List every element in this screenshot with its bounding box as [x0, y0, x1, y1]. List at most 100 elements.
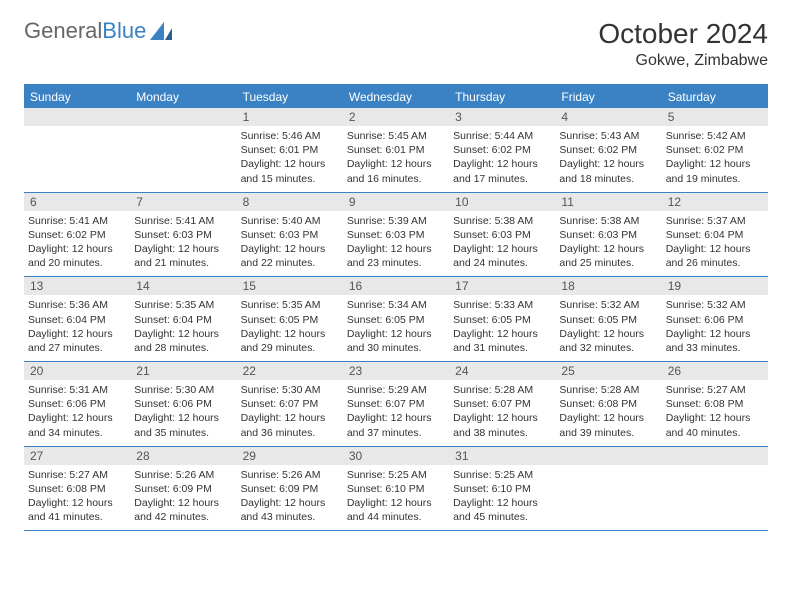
day-cell: 30Sunrise: 5:25 AMSunset: 6:10 PMDayligh…	[343, 447, 449, 531]
daylight-line: Daylight: 12 hours and 19 minutes.	[666, 158, 751, 184]
day-details: Sunrise: 5:26 AMSunset: 6:09 PMDaylight:…	[134, 468, 232, 525]
sunrise-line: Sunrise: 5:46 AM	[241, 130, 321, 142]
day-headers-row: SundayMondayTuesdayWednesdayThursdayFrid…	[24, 86, 768, 108]
day-number: 16	[343, 277, 449, 295]
day-number: 12	[662, 193, 768, 211]
sunset-line: Sunset: 6:03 PM	[241, 229, 319, 241]
sunset-line: Sunset: 6:02 PM	[453, 144, 531, 156]
day-number	[130, 108, 236, 126]
day-cell	[555, 447, 661, 531]
logo-text: GeneralBlue	[24, 18, 146, 44]
day-details: Sunrise: 5:41 AMSunset: 6:03 PMDaylight:…	[134, 214, 232, 271]
day-cell: 27Sunrise: 5:27 AMSunset: 6:08 PMDayligh…	[24, 447, 130, 531]
sunrise-line: Sunrise: 5:43 AM	[559, 130, 639, 142]
day-number: 14	[130, 277, 236, 295]
sunrise-line: Sunrise: 5:28 AM	[559, 384, 639, 396]
sunrise-line: Sunrise: 5:30 AM	[241, 384, 321, 396]
day-details: Sunrise: 5:44 AMSunset: 6:02 PMDaylight:…	[453, 129, 551, 186]
daylight-line: Daylight: 12 hours and 29 minutes.	[241, 328, 326, 354]
day-details: Sunrise: 5:42 AMSunset: 6:02 PMDaylight:…	[666, 129, 764, 186]
sunrise-line: Sunrise: 5:31 AM	[28, 384, 108, 396]
sunrise-line: Sunrise: 5:38 AM	[559, 215, 639, 227]
daylight-line: Daylight: 12 hours and 40 minutes.	[666, 412, 751, 438]
daylight-line: Daylight: 12 hours and 36 minutes.	[241, 412, 326, 438]
day-cell: 15Sunrise: 5:35 AMSunset: 6:05 PMDayligh…	[237, 277, 343, 361]
day-number: 19	[662, 277, 768, 295]
day-details: Sunrise: 5:45 AMSunset: 6:01 PMDaylight:…	[347, 129, 445, 186]
sunset-line: Sunset: 6:08 PM	[666, 398, 744, 410]
sunset-line: Sunset: 6:09 PM	[241, 483, 319, 495]
logo: GeneralBlue	[24, 18, 172, 44]
day-cell	[24, 108, 130, 192]
day-cell: 3Sunrise: 5:44 AMSunset: 6:02 PMDaylight…	[449, 108, 555, 192]
day-number: 15	[237, 277, 343, 295]
day-number: 25	[555, 362, 661, 380]
daylight-line: Daylight: 12 hours and 38 minutes.	[453, 412, 538, 438]
day-number: 28	[130, 447, 236, 465]
day-cell: 21Sunrise: 5:30 AMSunset: 6:06 PMDayligh…	[130, 362, 236, 446]
logo-text-gray: General	[24, 18, 102, 43]
week-row: 13Sunrise: 5:36 AMSunset: 6:04 PMDayligh…	[24, 277, 768, 362]
daylight-line: Daylight: 12 hours and 25 minutes.	[559, 243, 644, 269]
location: Gokwe, Zimbabwe	[598, 52, 768, 70]
day-cell: 18Sunrise: 5:32 AMSunset: 6:05 PMDayligh…	[555, 277, 661, 361]
logo-sail-icon	[150, 22, 172, 40]
daylight-line: Daylight: 12 hours and 42 minutes.	[134, 497, 219, 523]
day-cell: 1Sunrise: 5:46 AMSunset: 6:01 PMDaylight…	[237, 108, 343, 192]
day-details: Sunrise: 5:34 AMSunset: 6:05 PMDaylight:…	[347, 298, 445, 355]
daylight-line: Daylight: 12 hours and 16 minutes.	[347, 158, 432, 184]
sunset-line: Sunset: 6:04 PM	[134, 314, 212, 326]
sunset-line: Sunset: 6:02 PM	[28, 229, 106, 241]
sunset-line: Sunset: 6:10 PM	[347, 483, 425, 495]
day-details: Sunrise: 5:39 AMSunset: 6:03 PMDaylight:…	[347, 214, 445, 271]
day-number: 27	[24, 447, 130, 465]
day-details: Sunrise: 5:40 AMSunset: 6:03 PMDaylight:…	[241, 214, 339, 271]
day-number: 24	[449, 362, 555, 380]
day-number: 23	[343, 362, 449, 380]
sunrise-line: Sunrise: 5:45 AM	[347, 130, 427, 142]
day-cell: 5Sunrise: 5:42 AMSunset: 6:02 PMDaylight…	[662, 108, 768, 192]
day-details: Sunrise: 5:41 AMSunset: 6:02 PMDaylight:…	[28, 214, 126, 271]
day-details: Sunrise: 5:28 AMSunset: 6:07 PMDaylight:…	[453, 383, 551, 440]
sunset-line: Sunset: 6:09 PM	[134, 483, 212, 495]
sunrise-line: Sunrise: 5:41 AM	[134, 215, 214, 227]
daylight-line: Daylight: 12 hours and 26 minutes.	[666, 243, 751, 269]
sunrise-line: Sunrise: 5:26 AM	[241, 469, 321, 481]
daylight-line: Daylight: 12 hours and 27 minutes.	[28, 328, 113, 354]
sunrise-line: Sunrise: 5:34 AM	[347, 299, 427, 311]
day-cell: 8 Sunrise: 5:40 AMSunset: 6:03 PMDaylight…	[237, 193, 343, 277]
day-cell: 25Sunrise: 5:28 AMSunset: 6:08 PMDayligh…	[555, 362, 661, 446]
logo-text-blue: Blue	[102, 18, 146, 43]
day-cell: 10Sunrise: 5:38 AMSunset: 6:03 PMDayligh…	[449, 193, 555, 277]
day-number: 8	[237, 193, 343, 211]
sunrise-line: Sunrise: 5:35 AM	[134, 299, 214, 311]
day-header: Friday	[555, 86, 661, 108]
week-row: 20Sunrise: 5:31 AMSunset: 6:06 PMDayligh…	[24, 362, 768, 447]
day-header: Thursday	[449, 86, 555, 108]
sunset-line: Sunset: 6:07 PM	[453, 398, 531, 410]
sunrise-line: Sunrise: 5:42 AM	[666, 130, 746, 142]
day-header: Tuesday	[237, 86, 343, 108]
daylight-line: Daylight: 12 hours and 34 minutes.	[28, 412, 113, 438]
daylight-line: Daylight: 12 hours and 24 minutes.	[453, 243, 538, 269]
day-number: 13	[24, 277, 130, 295]
day-cell: 12Sunrise: 5:37 AMSunset: 6:04 PMDayligh…	[662, 193, 768, 277]
daylight-line: Daylight: 12 hours and 32 minutes.	[559, 328, 644, 354]
title-block: October 2024 Gokwe, Zimbabwe	[598, 18, 768, 70]
day-details: Sunrise: 5:46 AMSunset: 6:01 PMDaylight:…	[241, 129, 339, 186]
daylight-line: Daylight: 12 hours and 22 minutes.	[241, 243, 326, 269]
day-cell	[662, 447, 768, 531]
sunset-line: Sunset: 6:08 PM	[559, 398, 637, 410]
day-number: 18	[555, 277, 661, 295]
day-cell: 7Sunrise: 5:41 AMSunset: 6:03 PMDaylight…	[130, 193, 236, 277]
sunset-line: Sunset: 6:05 PM	[241, 314, 319, 326]
daylight-line: Daylight: 12 hours and 41 minutes.	[28, 497, 113, 523]
sunrise-line: Sunrise: 5:39 AM	[347, 215, 427, 227]
daylight-line: Daylight: 12 hours and 31 minutes.	[453, 328, 538, 354]
day-details: Sunrise: 5:25 AMSunset: 6:10 PMDaylight:…	[347, 468, 445, 525]
daylight-line: Daylight: 12 hours and 17 minutes.	[453, 158, 538, 184]
sunset-line: Sunset: 6:02 PM	[559, 144, 637, 156]
day-details: Sunrise: 5:26 AMSunset: 6:09 PMDaylight:…	[241, 468, 339, 525]
sunrise-line: Sunrise: 5:27 AM	[666, 384, 746, 396]
day-number: 29	[237, 447, 343, 465]
